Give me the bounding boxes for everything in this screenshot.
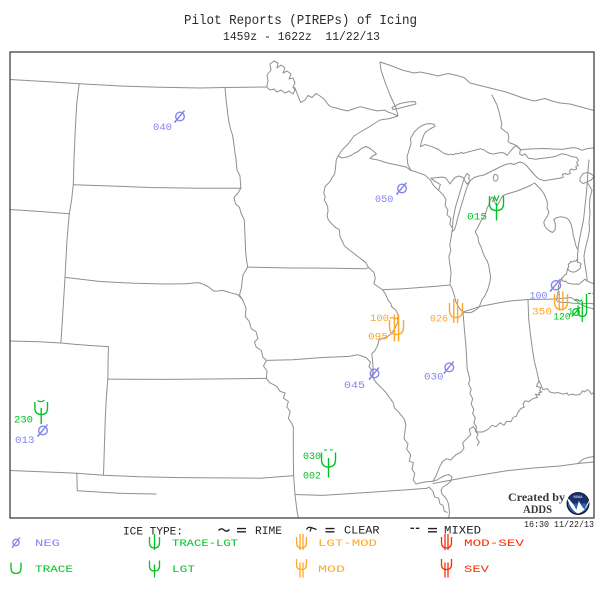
svg-text:002: 002 bbox=[303, 471, 321, 483]
svg-text:CLEAR: CLEAR bbox=[344, 526, 380, 538]
svg-text:Created by: Created by bbox=[508, 490, 565, 504]
svg-text:Pilot Reports (PIREPs) of Icin: Pilot Reports (PIREPs) of Icing bbox=[184, 14, 417, 29]
svg-text:TRACE: TRACE bbox=[35, 565, 73, 576]
svg-text:230: 230 bbox=[14, 415, 33, 427]
svg-text:16:30 11/22/13: 16:30 11/22/13 bbox=[524, 519, 594, 530]
svg-text:MIXED: MIXED bbox=[444, 526, 481, 538]
svg-text:050: 050 bbox=[375, 194, 393, 206]
svg-text:040: 040 bbox=[153, 122, 172, 134]
svg-text:LGT: LGT bbox=[172, 565, 195, 576]
svg-text:MOD-SEV: MOD-SEV bbox=[464, 539, 524, 550]
svg-text:ICE TYPE:: ICE TYPE: bbox=[123, 527, 183, 539]
svg-text:100: 100 bbox=[530, 291, 548, 303]
svg-text:ADDS: ADDS bbox=[523, 502, 552, 516]
svg-text:120: 120 bbox=[554, 312, 571, 324]
svg-text:MOD: MOD bbox=[318, 565, 345, 576]
svg-text:SEV: SEV bbox=[464, 565, 489, 576]
svg-text:030: 030 bbox=[424, 372, 444, 384]
svg-text:NEG: NEG bbox=[35, 539, 60, 550]
svg-text:RIME: RIME bbox=[255, 526, 282, 538]
svg-text:LGT-MOD: LGT-MOD bbox=[318, 539, 377, 550]
svg-text:1459z - 1622z 11/22/13: 1459z - 1622z 11/22/13 bbox=[223, 31, 380, 44]
svg-text:100: 100 bbox=[370, 313, 389, 325]
svg-text:030: 030 bbox=[303, 451, 321, 463]
svg-text:015: 015 bbox=[467, 212, 487, 224]
svg-text:TRACE-LGT: TRACE-LGT bbox=[172, 539, 238, 550]
svg-text:NOAA: NOAA bbox=[574, 496, 584, 500]
svg-text:095: 095 bbox=[368, 332, 388, 344]
svg-text:026: 026 bbox=[430, 314, 448, 326]
svg-text:1: 1 bbox=[568, 307, 574, 319]
svg-text:350: 350 bbox=[532, 307, 552, 319]
svg-text:013: 013 bbox=[15, 435, 35, 447]
svg-text:045: 045 bbox=[344, 380, 365, 392]
